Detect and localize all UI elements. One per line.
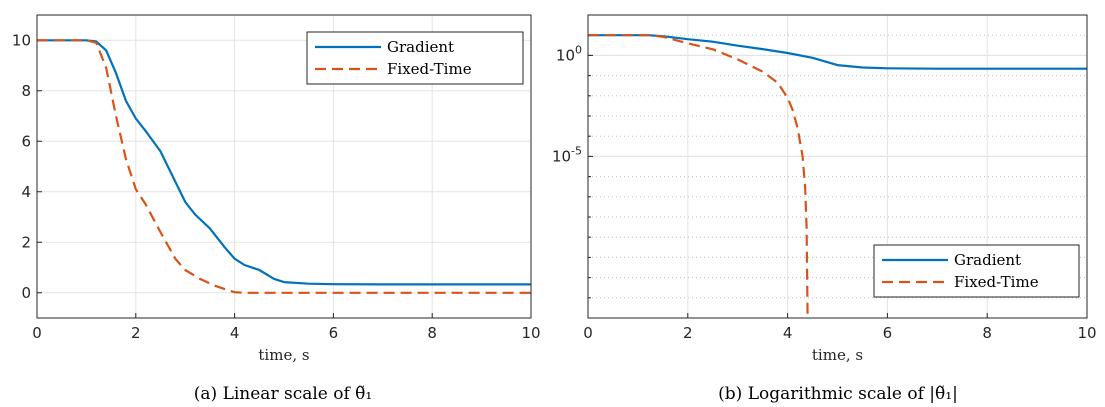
y-tick-label: 10-5 bbox=[552, 144, 582, 165]
x-tick-label: 0 bbox=[583, 324, 593, 342]
x-axis-label: time, s bbox=[812, 346, 863, 364]
chart-linear: 0 2 4 6 8 10 0 2 4 6 8 10 time, s Gradient Fixed-Time bbox=[12, 14, 541, 364]
y-tick-base: 10 bbox=[556, 46, 575, 64]
x-tick-label: 2 bbox=[131, 324, 141, 342]
x-tick-label: 2 bbox=[683, 324, 693, 342]
plot-frame bbox=[587, 14, 1088, 319]
y-tick-label: 0 bbox=[21, 284, 31, 302]
plot-frame bbox=[36, 14, 532, 319]
y-tick-label: 10 bbox=[12, 31, 31, 49]
series-line-fixed-time bbox=[37, 39, 531, 294]
y-tick-base: 10 bbox=[552, 147, 571, 165]
x-axis-label: time, s bbox=[258, 346, 309, 364]
y-tick-exponent: -5 bbox=[571, 144, 582, 157]
legend-label: Fixed-Time bbox=[387, 60, 472, 78]
legend-box bbox=[306, 31, 524, 85]
x-tick-label: 4 bbox=[783, 324, 793, 342]
series-line-gradient bbox=[588, 34, 1087, 70]
y-tick-label: 100 bbox=[556, 43, 582, 64]
y-tick-label: 8 bbox=[21, 82, 31, 100]
y-tick-exponent: 0 bbox=[575, 43, 582, 56]
legend-label: Gradient bbox=[954, 251, 1021, 269]
legend-label: Gradient bbox=[387, 38, 454, 56]
y-tick-label: 2 bbox=[21, 233, 31, 251]
x-tick-label: 8 bbox=[427, 324, 437, 342]
y-tick-label: 4 bbox=[21, 183, 31, 201]
caption-b: (b) Logarithmic scale of |θ̃₁| bbox=[718, 384, 958, 404]
x-tick-label: 10 bbox=[521, 324, 540, 342]
x-tick-label: 6 bbox=[329, 324, 339, 342]
x-tick-label: 4 bbox=[230, 324, 240, 342]
caption-a: (a) Linear scale of θ̃₁ bbox=[194, 384, 372, 404]
y-tick-label: 6 bbox=[21, 132, 31, 150]
legend-label: Fixed-Time bbox=[954, 273, 1039, 291]
x-tick-label: 6 bbox=[883, 324, 893, 342]
x-tick-label: 8 bbox=[982, 324, 992, 342]
series-line-fixed-time bbox=[588, 34, 809, 319]
x-tick-label: 10 bbox=[1077, 324, 1096, 342]
legend-box bbox=[873, 244, 1080, 298]
series-line-gradient bbox=[37, 39, 531, 286]
x-tick-label: 0 bbox=[32, 324, 42, 342]
